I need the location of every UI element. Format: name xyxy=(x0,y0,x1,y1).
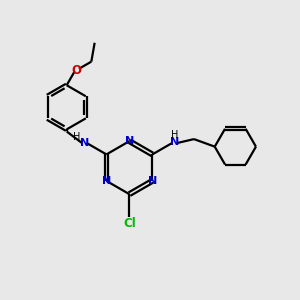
Text: N: N xyxy=(80,138,89,148)
Text: Cl: Cl xyxy=(123,217,136,230)
Text: N: N xyxy=(125,136,134,146)
Text: H: H xyxy=(74,132,81,142)
Text: H: H xyxy=(172,130,179,140)
Text: O: O xyxy=(71,64,81,76)
Text: N: N xyxy=(102,176,111,186)
Text: N: N xyxy=(170,137,179,147)
Text: N: N xyxy=(148,176,157,186)
